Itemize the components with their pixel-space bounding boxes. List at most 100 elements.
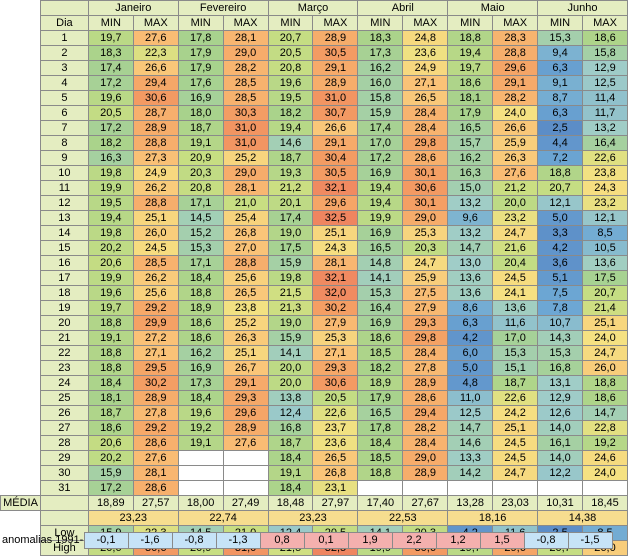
temperature-cell[interactable]: 24,9 xyxy=(402,60,449,76)
temperature-cell[interactable]: 23,8 xyxy=(222,300,269,316)
anomalia-value[interactable]: -0,8 xyxy=(171,532,217,549)
temperature-cell[interactable]: 18,3 xyxy=(357,30,404,46)
temperature-cell[interactable]: 24,8 xyxy=(402,30,449,46)
temperature-cell[interactable]: 19,6 xyxy=(87,285,134,301)
temperature-cell[interactable]: 24,3 xyxy=(582,180,628,196)
temperature-cell[interactable]: 16,3 xyxy=(87,150,134,166)
day-number[interactable]: 6 xyxy=(39,105,89,121)
temperature-cell[interactable]: 19,7 xyxy=(447,60,494,76)
temperature-cell[interactable]: 16,2 xyxy=(177,345,224,361)
temperature-cell[interactable]: 6,3 xyxy=(537,105,583,121)
temperature-cell[interactable]: 30,5 xyxy=(312,45,359,61)
temperature-cell[interactable]: 22,6 xyxy=(312,405,359,421)
temperature-cell[interactable]: 19,4 xyxy=(447,45,494,61)
min-header[interactable]: MIN xyxy=(177,15,224,31)
temperature-cell[interactable] xyxy=(537,480,583,496)
temperature-cell[interactable]: 27,2 xyxy=(132,330,179,346)
max-header[interactable]: MAX xyxy=(222,15,269,31)
temperature-cell[interactable] xyxy=(177,480,224,496)
temperature-cell[interactable]: 19,5 xyxy=(87,195,134,211)
temperature-cell[interactable]: 29,3 xyxy=(402,315,449,331)
temperature-cell[interactable]: 29,4 xyxy=(402,405,449,421)
temperature-cell[interactable]: 29,1 xyxy=(312,60,359,76)
temperature-cell[interactable]: 23,1 xyxy=(312,480,359,496)
row-spacer[interactable] xyxy=(0,390,41,406)
temperature-cell[interactable]: 17,0 xyxy=(357,135,404,151)
temperature-cell[interactable]: 19,7 xyxy=(87,30,134,46)
temperature-cell[interactable] xyxy=(492,480,539,496)
temperature-cell[interactable]: 11,4 xyxy=(582,90,628,106)
temperature-cell[interactable]: 23,2 xyxy=(582,195,628,211)
temperature-cell[interactable]: 23,2 xyxy=(492,210,539,226)
day-number[interactable]: 15 xyxy=(39,240,89,256)
media-label[interactable]: MÉDIA xyxy=(0,495,41,511)
temperature-cell[interactable]: 13,6 xyxy=(492,300,539,316)
row-spacer[interactable] xyxy=(0,45,41,61)
temperature-cell[interactable]: 27,6 xyxy=(492,165,539,181)
temperature-cell[interactable]: 17,2 xyxy=(87,480,134,496)
temperature-cell[interactable]: 12,1 xyxy=(582,210,628,226)
temperature-cell[interactable] xyxy=(177,465,224,481)
temperature-cell[interactable]: 17,8 xyxy=(357,420,404,436)
day-number[interactable]: 2 xyxy=(39,45,89,61)
temperature-cell[interactable]: 29,1 xyxy=(222,375,269,391)
corner-cell[interactable] xyxy=(0,15,41,31)
temperature-cell[interactable]: 17,1 xyxy=(177,195,224,211)
temperature-cell[interactable]: 19,2 xyxy=(582,435,628,451)
temperature-cell[interactable]: 13,0 xyxy=(447,255,494,271)
temperature-cell[interactable]: 26,6 xyxy=(132,60,179,76)
row-spacer[interactable] xyxy=(0,465,41,481)
temperature-cell[interactable]: 12,4 xyxy=(267,405,314,421)
row-spacer[interactable] xyxy=(0,315,41,331)
temperature-cell[interactable]: 15,8 xyxy=(357,90,404,106)
temperature-cell[interactable]: 24,2 xyxy=(492,405,539,421)
temperature-cell[interactable]: 7,2 xyxy=(537,150,583,166)
temperature-cell[interactable]: 27,9 xyxy=(312,315,359,331)
row-spacer[interactable] xyxy=(0,30,41,46)
temperature-cell[interactable]: 24,7 xyxy=(492,465,539,481)
temperature-cell[interactable]: 16,1 xyxy=(537,435,583,451)
temperature-cell[interactable]: 22,8 xyxy=(582,420,628,436)
row-spacer[interactable] xyxy=(0,270,41,286)
dia-header-spacer[interactable] xyxy=(39,0,89,16)
day-number[interactable]: 5 xyxy=(39,90,89,106)
temperature-cell[interactable]: 20,0 xyxy=(267,360,314,376)
row-spacer[interactable] xyxy=(0,60,41,76)
temperature-cell[interactable]: 25,6 xyxy=(132,285,179,301)
temperature-cell[interactable] xyxy=(222,465,269,481)
temperature-cell[interactable]: 8,6 xyxy=(447,300,494,316)
temperature-cell[interactable]: 16,4 xyxy=(357,300,404,316)
temperature-cell[interactable]: 29,6 xyxy=(312,195,359,211)
temperature-cell[interactable]: 16,0 xyxy=(357,75,404,91)
temperature-cell[interactable]: 18,7 xyxy=(267,150,314,166)
temperature-cell[interactable]: 30,3 xyxy=(222,105,269,121)
temperature-cell[interactable]: 20,5 xyxy=(267,45,314,61)
min-header[interactable]: MIN xyxy=(87,15,134,31)
temperature-cell[interactable]: 20,6 xyxy=(87,255,134,271)
temperature-cell[interactable]: 28,9 xyxy=(222,420,269,436)
month-header-2[interactable]: Fevereiro xyxy=(177,0,269,16)
temperature-cell[interactable]: 20,8 xyxy=(177,180,224,196)
temperature-cell[interactable]: 14,5 xyxy=(177,210,224,226)
min-header[interactable]: MIN xyxy=(357,15,404,31)
temperature-cell[interactable]: 18,4 xyxy=(357,435,404,451)
temperature-cell[interactable]: 18,9 xyxy=(177,300,224,316)
temperature-cell[interactable]: 24,3 xyxy=(312,240,359,256)
temperature-cell[interactable]: 24,5 xyxy=(492,450,539,466)
temperature-cell[interactable]: 19,4 xyxy=(357,195,404,211)
row-spacer[interactable] xyxy=(0,75,41,91)
temperature-cell[interactable]: 12,9 xyxy=(537,390,583,406)
temperature-cell[interactable]: 16,9 xyxy=(357,165,404,181)
temperature-cell[interactable]: 28,8 xyxy=(492,45,539,61)
temperature-cell[interactable]: 15,1 xyxy=(492,360,539,376)
temperature-cell[interactable]: 28,2 xyxy=(492,90,539,106)
temperature-cell[interactable]: 20,8 xyxy=(267,60,314,76)
media-value[interactable]: 27,49 xyxy=(222,495,269,511)
temperature-cell[interactable]: 18,0 xyxy=(177,105,224,121)
temperature-cell[interactable]: 25,9 xyxy=(492,135,539,151)
temperature-cell[interactable]: 18,7 xyxy=(177,120,224,136)
day-number[interactable]: 16 xyxy=(39,255,89,271)
temperature-cell[interactable]: 17,2 xyxy=(87,75,134,91)
max-header[interactable]: MAX xyxy=(492,15,539,31)
temperature-cell[interactable]: 18,5 xyxy=(357,450,404,466)
